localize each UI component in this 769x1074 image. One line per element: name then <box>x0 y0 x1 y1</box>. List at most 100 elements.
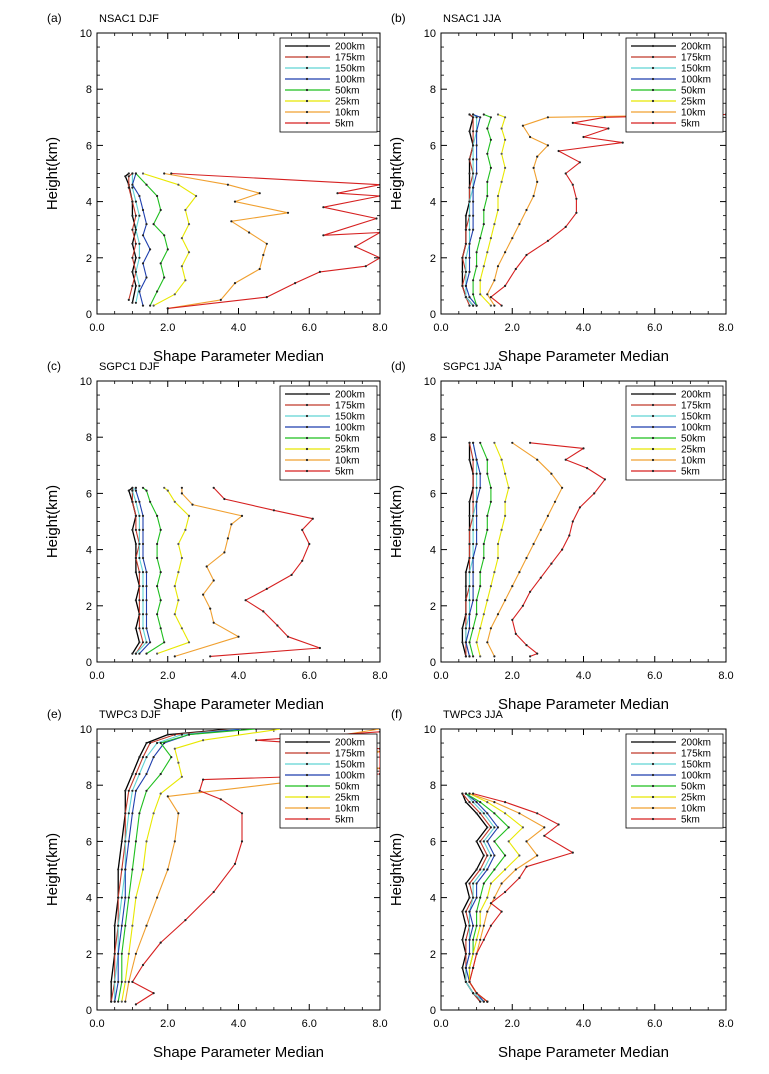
series-marker-25km <box>489 237 492 240</box>
series-marker-50km <box>475 251 478 254</box>
series-marker-50km <box>156 542 159 546</box>
series-marker-5km <box>265 296 268 299</box>
series-marker-50km <box>482 113 485 116</box>
series-marker-175km <box>131 284 134 287</box>
x-tick-label: 6.0 <box>302 670 317 682</box>
series-marker-25km <box>472 952 475 955</box>
legend-label: 150km <box>681 64 711 75</box>
series-marker-50km <box>504 854 507 857</box>
series-marker-5km <box>336 192 339 195</box>
series-marker-200km <box>134 542 137 546</box>
series-marker-25km <box>507 486 510 489</box>
series-marker-25km <box>500 152 503 155</box>
series-group <box>461 113 726 307</box>
legend-marker-175km <box>305 751 309 755</box>
series-marker-150km <box>138 542 141 546</box>
series-marker-10km <box>514 868 517 871</box>
series-marker-10km <box>553 500 557 503</box>
legend-marker-200km <box>651 740 655 744</box>
legend-marker-10km <box>305 458 309 462</box>
series-marker-175km <box>464 613 467 616</box>
series-marker-175km <box>472 130 475 133</box>
series-line-10km <box>486 442 563 657</box>
series-marker-150km <box>134 301 137 304</box>
series-marker-50km <box>489 166 492 169</box>
series-marker-100km <box>472 228 475 231</box>
y-tick-label: 4 <box>430 545 436 557</box>
legend-marker-175km <box>651 403 655 407</box>
series-marker-200km <box>486 826 489 829</box>
series-marker-50km <box>159 571 162 574</box>
series-marker-50km <box>486 514 489 518</box>
series-marker-5km <box>504 890 507 894</box>
series-marker-25km <box>489 304 492 307</box>
legend-marker-5km <box>651 469 655 473</box>
series-marker-100km <box>145 571 148 574</box>
legend-label: 175km <box>335 401 365 412</box>
legend-marker-200km <box>305 44 309 48</box>
series-line-25km <box>476 442 510 657</box>
series-marker-175km <box>141 756 145 759</box>
series-marker-5km <box>543 834 546 837</box>
series-marker-100km <box>141 542 145 546</box>
series-marker-5km <box>578 506 582 509</box>
series-marker-5km <box>621 141 624 144</box>
series-marker-175km <box>461 284 464 287</box>
series-marker-200km <box>131 242 134 245</box>
series-marker-175km <box>127 175 130 178</box>
series-marker-25km <box>187 223 191 226</box>
series-marker-10km <box>532 542 535 546</box>
panel-a: 0.0 2.0 4.0 6.0 8.0 0 2 4 6 8 10 (a) NSAC1 DJF Shape … <box>44 11 388 365</box>
legend-marker-150km <box>305 762 309 766</box>
series-marker-25km <box>187 641 191 644</box>
series-marker-5km <box>514 267 517 271</box>
series-marker-200km <box>138 756 141 759</box>
series-marker-175km <box>127 186 130 189</box>
series-marker-5km <box>529 590 532 593</box>
series-marker-200km <box>124 789 127 792</box>
series-marker-175km <box>134 772 137 776</box>
series-marker-175km <box>479 868 482 871</box>
series-marker-25km <box>504 500 507 503</box>
y-tick-label: 4 <box>430 197 436 209</box>
series-marker-50km <box>479 585 482 588</box>
series-marker-5km <box>378 772 380 776</box>
series-marker-25km <box>180 265 183 268</box>
series-marker-10km <box>550 472 553 475</box>
series-marker-5km <box>219 798 222 801</box>
series-marker-175km <box>464 655 467 658</box>
series-marker-175km <box>138 627 141 630</box>
series-marker-5km <box>134 1003 137 1006</box>
x-tick-label: 8.0 <box>718 670 733 682</box>
series-marker-25km <box>177 761 180 764</box>
series-marker-25km <box>173 293 176 296</box>
series-marker-150km <box>117 924 120 927</box>
series-line-100km <box>135 487 151 654</box>
series-marker-5km <box>294 282 297 285</box>
series-marker-175km <box>472 458 475 461</box>
x-axis-label: Shape Parameter Median <box>153 348 324 365</box>
series-marker-100km <box>120 924 123 927</box>
series-marker-10km <box>209 607 212 610</box>
series-marker-200km <box>131 301 134 304</box>
legend-marker-50km <box>305 436 309 440</box>
legend-marker-150km <box>651 762 655 766</box>
series-marker-200km <box>145 741 148 745</box>
series-marker-175km <box>461 792 464 795</box>
series-marker-25km <box>141 868 145 871</box>
legend-label: 175km <box>335 749 365 760</box>
series-marker-200km <box>461 966 464 970</box>
legend-label: 200km <box>681 738 711 749</box>
x-tick-label: 6.0 <box>647 670 662 682</box>
series-marker-175km <box>464 952 467 955</box>
panel-title: NSAC1 JJA <box>443 13 502 25</box>
series-marker-175km <box>468 528 471 532</box>
x-tick-label: 6.0 <box>302 1018 317 1030</box>
series-marker-50km <box>475 599 478 602</box>
series-marker-10km <box>493 801 496 804</box>
series-marker-150km <box>489 854 492 857</box>
series-marker-5km <box>557 823 560 826</box>
series-marker-50km <box>159 208 162 212</box>
series-marker-150km <box>138 772 141 776</box>
series-marker-150km <box>138 514 141 518</box>
